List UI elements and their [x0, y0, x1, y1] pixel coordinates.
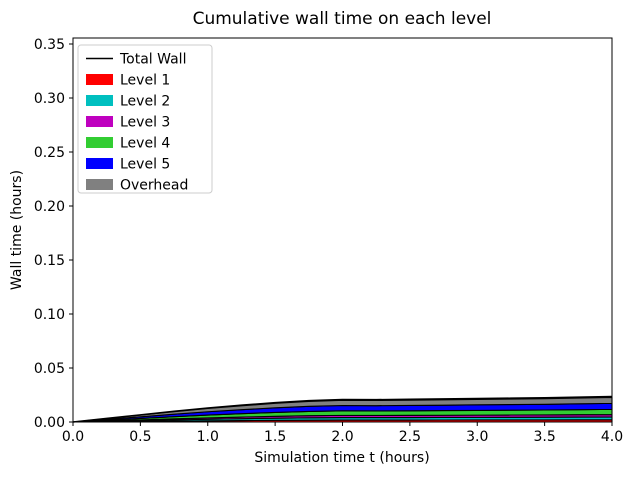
x-tick-label: 3.0	[466, 429, 488, 445]
legend-label: Total Wall	[119, 52, 186, 68]
plot-area	[72, 395, 613, 423]
legend-swatch-overhead	[86, 179, 113, 190]
legend-swatch-level-4	[86, 137, 113, 148]
legend-label: Level 3	[120, 115, 170, 131]
axes: 0.0 0.5 1.0 1.5 2.0 2.5 3.0 3.5 4.0 0.00 0.05 0.10 0…	[34, 37, 623, 445]
y-tick-label: 0.20	[34, 199, 65, 215]
legend-label: Level 2	[120, 94, 170, 110]
y-tick-label: 0.10	[34, 307, 65, 323]
legend-swatch-level-5	[86, 158, 113, 169]
legend-swatch-level-3	[86, 116, 113, 127]
legend-label: Overhead	[120, 178, 188, 194]
x-tick-label: 1.5	[264, 429, 286, 445]
chart-title: Cumulative wall time on each level	[193, 9, 492, 29]
x-tick-label: 2.0	[331, 429, 353, 445]
x-tick-label: 0.5	[129, 429, 151, 445]
y-tick-label: 0.30	[34, 91, 65, 107]
x-axis-label: Simulation time t (hours)	[254, 450, 429, 466]
x-tick-label: 3.5	[533, 429, 555, 445]
x-tick-label: 0.0	[62, 429, 84, 445]
legend-label: Level 5	[120, 157, 170, 173]
legend-label: Level 4	[120, 136, 170, 152]
legend-swatch-level-1	[86, 74, 113, 85]
legend: Total Wall Level 1 Level 2 Level 3 Level 4 Le…	[77, 44, 213, 194]
total-wall-line	[72, 395, 613, 423]
y-tick-label: 0.25	[34, 145, 65, 161]
x-tick-label: 2.5	[399, 429, 421, 445]
y-tick-label: 0.05	[34, 361, 65, 377]
y-axis-label: Wall time (hours)	[9, 170, 25, 290]
x-tick-label: 4.0	[601, 429, 623, 445]
y-tick-label: 0.00	[34, 415, 65, 431]
y-tick-label: 0.15	[34, 253, 65, 269]
legend-swatch-level-2	[86, 95, 113, 106]
x-tick-label: 1.0	[197, 429, 219, 445]
legend-label: Level 1	[120, 73, 170, 89]
y-tick-label: 0.35	[34, 37, 65, 53]
